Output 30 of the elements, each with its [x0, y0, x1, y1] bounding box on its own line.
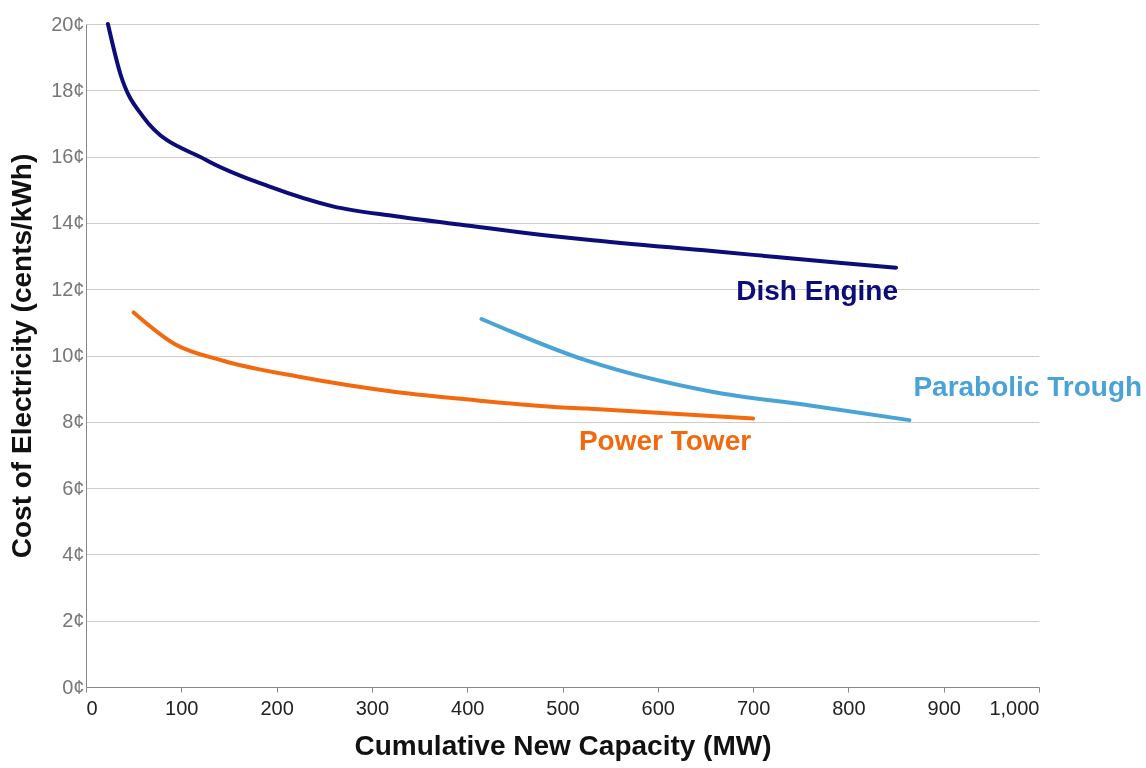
y-tick-label: 16¢: [51, 145, 85, 168]
y-tick-label: 8¢: [62, 410, 85, 433]
y-tick-label: 4¢: [62, 542, 85, 565]
y-tick-label: 6¢: [62, 476, 85, 499]
y-tick-label: 18¢: [51, 78, 85, 101]
x-tick-label: 100: [165, 696, 199, 719]
x-tick-label: 400: [451, 696, 485, 719]
y-tick-label: 0¢: [62, 675, 85, 698]
series-label: Parabolic Trough: [913, 371, 1143, 403]
line-series: [479, 317, 912, 423]
x-tick-label: 1,000: [989, 696, 1040, 719]
x-tick-label: 200: [260, 696, 294, 719]
y-axis-title: Cost of Electricity (cents/kWh): [6, 153, 38, 559]
x-tick-label: 500: [546, 696, 580, 719]
x-tick-label: 600: [641, 696, 675, 719]
line-series: [131, 310, 756, 421]
x-tick-label: 900: [927, 696, 961, 719]
x-tick-label: 700: [736, 696, 771, 719]
x-tick-label: 300: [355, 696, 390, 719]
line-series: [105, 22, 899, 270]
y-tick-label: 2¢: [62, 609, 85, 632]
x-axis-title: Cumulative New Capacity (MW): [354, 729, 772, 761]
y-tick-label: 10¢: [51, 344, 85, 366]
x-tick-label: 800: [832, 696, 866, 719]
y-tick-label: 14¢: [51, 211, 85, 234]
series-label: Power Tower: [578, 425, 752, 457]
y-tick-label: 20¢: [51, 12, 85, 35]
x-tick-label: 0: [86, 696, 98, 719]
series-label: Dish Engine: [736, 274, 899, 306]
y-tick-label: 12¢: [51, 277, 85, 300]
